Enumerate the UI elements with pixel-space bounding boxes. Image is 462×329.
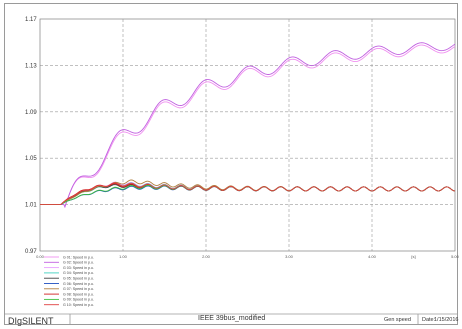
plot-area-border: [39, 18, 456, 252]
y-tick-labels: 1.17 1.13 1.09 1.05 1.01 0.97: [25, 17, 37, 255]
x-tick-label: 4.00: [368, 254, 377, 259]
legend-entry: G 09: Speed in p.u.: [63, 298, 94, 302]
y-tick-label: 1.09: [25, 110, 37, 116]
y-tick-label: 1.05: [25, 156, 37, 162]
date-value: 1/15/2016: [434, 317, 458, 323]
series-line-2: [40, 42, 456, 209]
series-lines: [40, 42, 456, 209]
legend: G 01: Speed in p.u.G 02: Speed in p.u.G …: [44, 255, 94, 307]
x-tick-label: 0.00: [36, 254, 45, 259]
x-tick-label: 2.00: [202, 254, 211, 259]
footer: DIgSILENT IEEE 39bus_modified Gen speed …: [4, 313, 458, 326]
legend-entry: G 10: Speed in p.u.: [63, 303, 94, 307]
y-tick-label: 1.01: [25, 203, 37, 209]
x-tick-label: 1.00: [119, 254, 128, 259]
series-line-10: [40, 182, 456, 206]
y-tick-label: 1.13: [25, 63, 37, 69]
legend-entry: G 01: Speed in p.u.: [63, 255, 94, 259]
plot-name-label: Gen speed: [384, 317, 411, 323]
legend-entry: G 02: Speed in p.u.: [63, 261, 94, 265]
brand-label: DIgSILENT: [8, 316, 54, 326]
project-label: IEEE 39bus_modified: [198, 315, 265, 322]
legend-entry: G 08: Speed in p.u.: [63, 292, 94, 296]
series-line-7: [40, 179, 456, 206]
x-tick-label: [s]: [411, 254, 415, 259]
x-tick-labels: 0.00 1.00 2.00 3.00 4.00 [s] 5.00: [36, 254, 460, 259]
legend-entry: G 05: Speed in p.u.: [63, 277, 94, 281]
legend-entry: G 03: Speed in p.u.: [63, 266, 94, 270]
y-tick-label: 1.17: [25, 17, 37, 23]
legend-entry: G 04: Speed in p.u.: [63, 271, 94, 275]
legend-entry: G 06: Speed in p.u.: [63, 282, 94, 286]
date-label: Date:: [422, 317, 436, 323]
series-line-9: [40, 184, 456, 206]
legend-entry: G 07: Speed in p.u.: [63, 287, 94, 291]
x-tick-label: 3.00: [285, 254, 294, 259]
y-tick-label: 0.97: [25, 249, 37, 255]
x-tick-label: 5.00: [451, 254, 460, 259]
plot-frame: [4, 3, 458, 325]
series-line-1: [40, 44, 456, 209]
grid: [40, 19, 455, 251]
axes: [39, 18, 456, 252]
